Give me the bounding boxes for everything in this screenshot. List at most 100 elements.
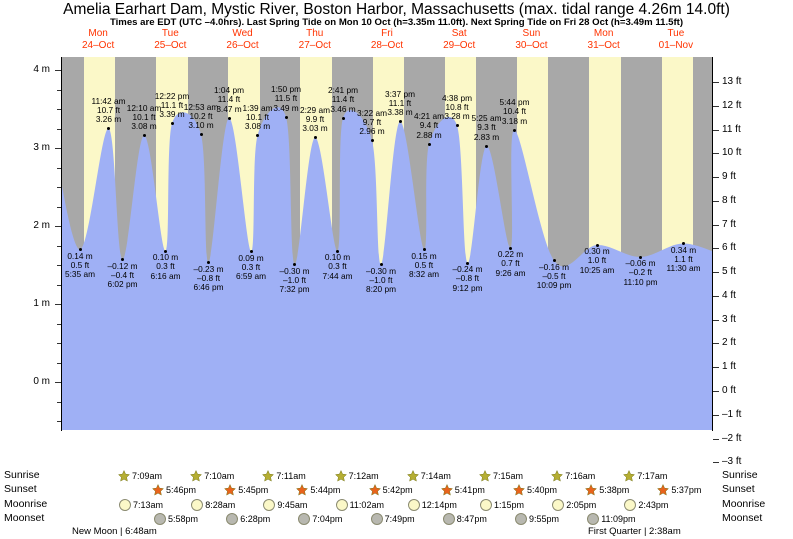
tide-time: 12:22 pm — [154, 90, 190, 101]
moonrise-event-8: 2:43pm — [624, 499, 668, 511]
tide-metres: 3.08 m — [131, 121, 157, 132]
moonset-event-3: 7:04pm — [298, 513, 342, 525]
left-axis-line — [61, 57, 62, 431]
tide-feet: 11.4 ft — [331, 94, 355, 105]
low-tide-marker — [422, 248, 426, 251]
moonset-time: 11:09pm — [601, 514, 636, 524]
star-icon — [224, 484, 237, 496]
day-header-date: 26–Oct — [226, 39, 259, 51]
star-icon — [190, 470, 203, 482]
tide-feet: 9.7 ft — [362, 116, 382, 127]
right-tick — [713, 367, 719, 368]
low-tide-label-2: –0.12 m –0.4 ft 6:02 pm — [92, 261, 154, 290]
moonset-icon — [587, 513, 600, 525]
tide-metres: 6:16 am — [150, 270, 181, 281]
tide-time: 0.10 m — [152, 252, 179, 262]
sunset-time: 5:46pm — [166, 485, 197, 495]
row-label-moonset-left: Moonset — [4, 512, 45, 524]
tide-metres: 2.83 m — [473, 131, 500, 142]
tide-time: 1:04 pm — [214, 85, 244, 95]
right-axis-label: 2 ft — [722, 337, 736, 348]
tide-feet: –1.0 ft — [369, 274, 393, 285]
sunset-time: 5:38pm — [599, 485, 630, 495]
right-axis-label: –3 ft — [722, 456, 742, 467]
star-icon — [479, 470, 491, 482]
left-tick-minor — [57, 109, 61, 110]
low-tide-marker — [249, 250, 253, 253]
star-icon — [623, 470, 636, 482]
high-tide-label-12: 4:21 am 9.4 ft 2.88 m — [398, 111, 460, 140]
high-tide-marker — [284, 115, 288, 119]
daylight-band-8 — [589, 57, 621, 430]
tide-metres: 3.26 m — [95, 114, 122, 125]
day-header-6: Sat 29–Oct — [423, 28, 495, 52]
tide-metres: 10:09 pm — [536, 280, 572, 291]
high-tide-marker — [513, 128, 516, 132]
left-tick-minor — [57, 421, 61, 422]
high-tide-label-4: 12:53 am 10.2 ft 3.10 m — [170, 102, 232, 131]
star-icon — [440, 484, 453, 496]
day-header-weekday: Wed — [232, 28, 253, 39]
moonset-icon — [154, 513, 166, 525]
row-label-moonset-right: Moonset — [722, 512, 763, 524]
tide-feet: 0.3 ft — [241, 261, 261, 272]
tide-feet: 0.3 ft — [328, 261, 347, 272]
right-axis-label: 3 ft — [722, 314, 736, 325]
tide-feet: –0.5 ft — [542, 270, 566, 281]
tide-metres: 5:35 am — [65, 269, 95, 280]
tide-time: 0.30 m — [584, 246, 610, 256]
tide-feet: –0.8 ft — [196, 272, 221, 283]
day-header-weekday: Fri — [381, 28, 393, 39]
left-tick-minor — [57, 362, 61, 364]
right-tick — [713, 415, 719, 416]
low-tide-marker — [552, 259, 556, 262]
day-header-date: 01–Nov — [658, 39, 694, 51]
moonset-event-7: 11:09pm — [587, 513, 636, 525]
left-axis-label: 0 m — [33, 376, 50, 387]
right-tick — [713, 82, 719, 83]
tide-time: 0.15 m — [411, 250, 437, 261]
tide-time: 11:42 am — [91, 95, 126, 106]
high-tide-label-7: 1:50 pm 11.5 ft 3.49 m — [255, 84, 317, 113]
sunset-time: 5:41pm — [454, 485, 485, 495]
moonset-icon — [442, 513, 455, 525]
tide-feet: 9.3 ft — [477, 122, 496, 133]
tide-feet: 0.5 ft — [414, 259, 434, 270]
high-tide-marker — [199, 133, 203, 136]
tide-feet: –0.4 ft — [110, 269, 135, 280]
moonset-event-6: 9:55pm — [515, 513, 559, 525]
tide-feet: 11.5 ft — [274, 93, 298, 104]
star-icon — [262, 470, 275, 482]
high-tide-label-10: 3:22 am 9.7 ft 2.96 m — [341, 108, 403, 137]
right-tick — [713, 248, 719, 249]
sunset-time: 5:42pm — [382, 485, 413, 495]
star-icon — [296, 484, 309, 496]
low-tide-marker — [121, 258, 124, 261]
day-header-3: Wed 26–Oct — [206, 28, 278, 52]
tide-metres: 8:32 am — [409, 269, 439, 280]
sunset-time: 5:45pm — [238, 485, 269, 495]
tide-time: 5:44 pm — [499, 97, 530, 107]
daylight-band-9 — [661, 57, 693, 430]
tide-time: –0.24 m — [452, 264, 483, 274]
left-tick-minor — [57, 401, 61, 403]
tide-feet: 10.7 ft — [96, 104, 121, 115]
tide-metres: 11:10 pm — [623, 276, 658, 287]
right-tick — [713, 343, 719, 344]
moonrise-icon — [407, 499, 420, 511]
right-tick — [713, 272, 719, 273]
day-header-5: Fri 28–Oct — [351, 28, 423, 52]
high-tide-label-3: 12:22 pm 11.1 ft 3.39 m — [141, 90, 203, 120]
low-tide-marker — [336, 249, 339, 253]
right-axis-label: 1 ft — [722, 361, 736, 372]
right-tick — [713, 462, 719, 463]
right-axis-label: 5 ft — [722, 266, 736, 277]
right-axis-label: 4 ft — [722, 290, 736, 301]
row-label-moonrise-right: Moonrise — [722, 498, 766, 510]
moon-phase-2: First Quarter | 2:38am — [588, 526, 681, 537]
row-label-sunset-right: Sunset — [722, 483, 755, 495]
low-tide-label-4: –0.23 m –0.8 ft 6:46 pm — [178, 264, 240, 293]
moonrise-time: 9:45am — [277, 500, 308, 510]
sunrise-event-2: 7:10am — [190, 470, 234, 482]
right-tick — [713, 225, 719, 226]
